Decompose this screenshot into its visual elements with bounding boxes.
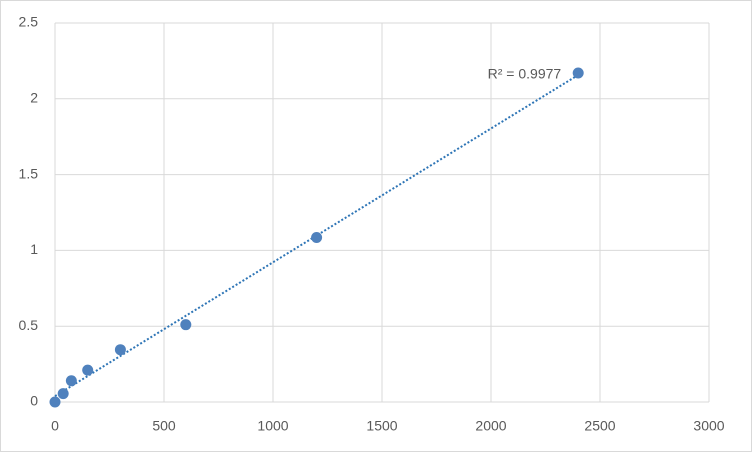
y-tick-label: 0.5: [19, 317, 39, 333]
y-tick-label: 0: [30, 393, 38, 409]
y-tick-label: 1.5: [19, 165, 39, 181]
x-tick-label: 1000: [257, 418, 288, 434]
y-tick-label: 1: [30, 241, 38, 257]
point: [180, 319, 192, 331]
y-tick-label: 2: [30, 90, 38, 106]
x-tick-label: 1500: [366, 418, 397, 434]
point: [57, 388, 69, 400]
y-tick-label: 2.5: [19, 14, 39, 30]
point: [49, 396, 61, 408]
trendline-label: R² = 0.9977: [488, 66, 562, 82]
point: [114, 344, 126, 356]
x-tick-label: 3000: [693, 418, 724, 434]
point: [82, 364, 94, 376]
point: [311, 232, 323, 244]
x-tick-label: 0: [51, 418, 59, 434]
x-tick-label: 500: [152, 418, 176, 434]
x-tick-label: 2500: [584, 418, 615, 434]
x-tick-label: 2000: [475, 418, 506, 434]
point: [65, 375, 77, 387]
point: [572, 67, 584, 79]
